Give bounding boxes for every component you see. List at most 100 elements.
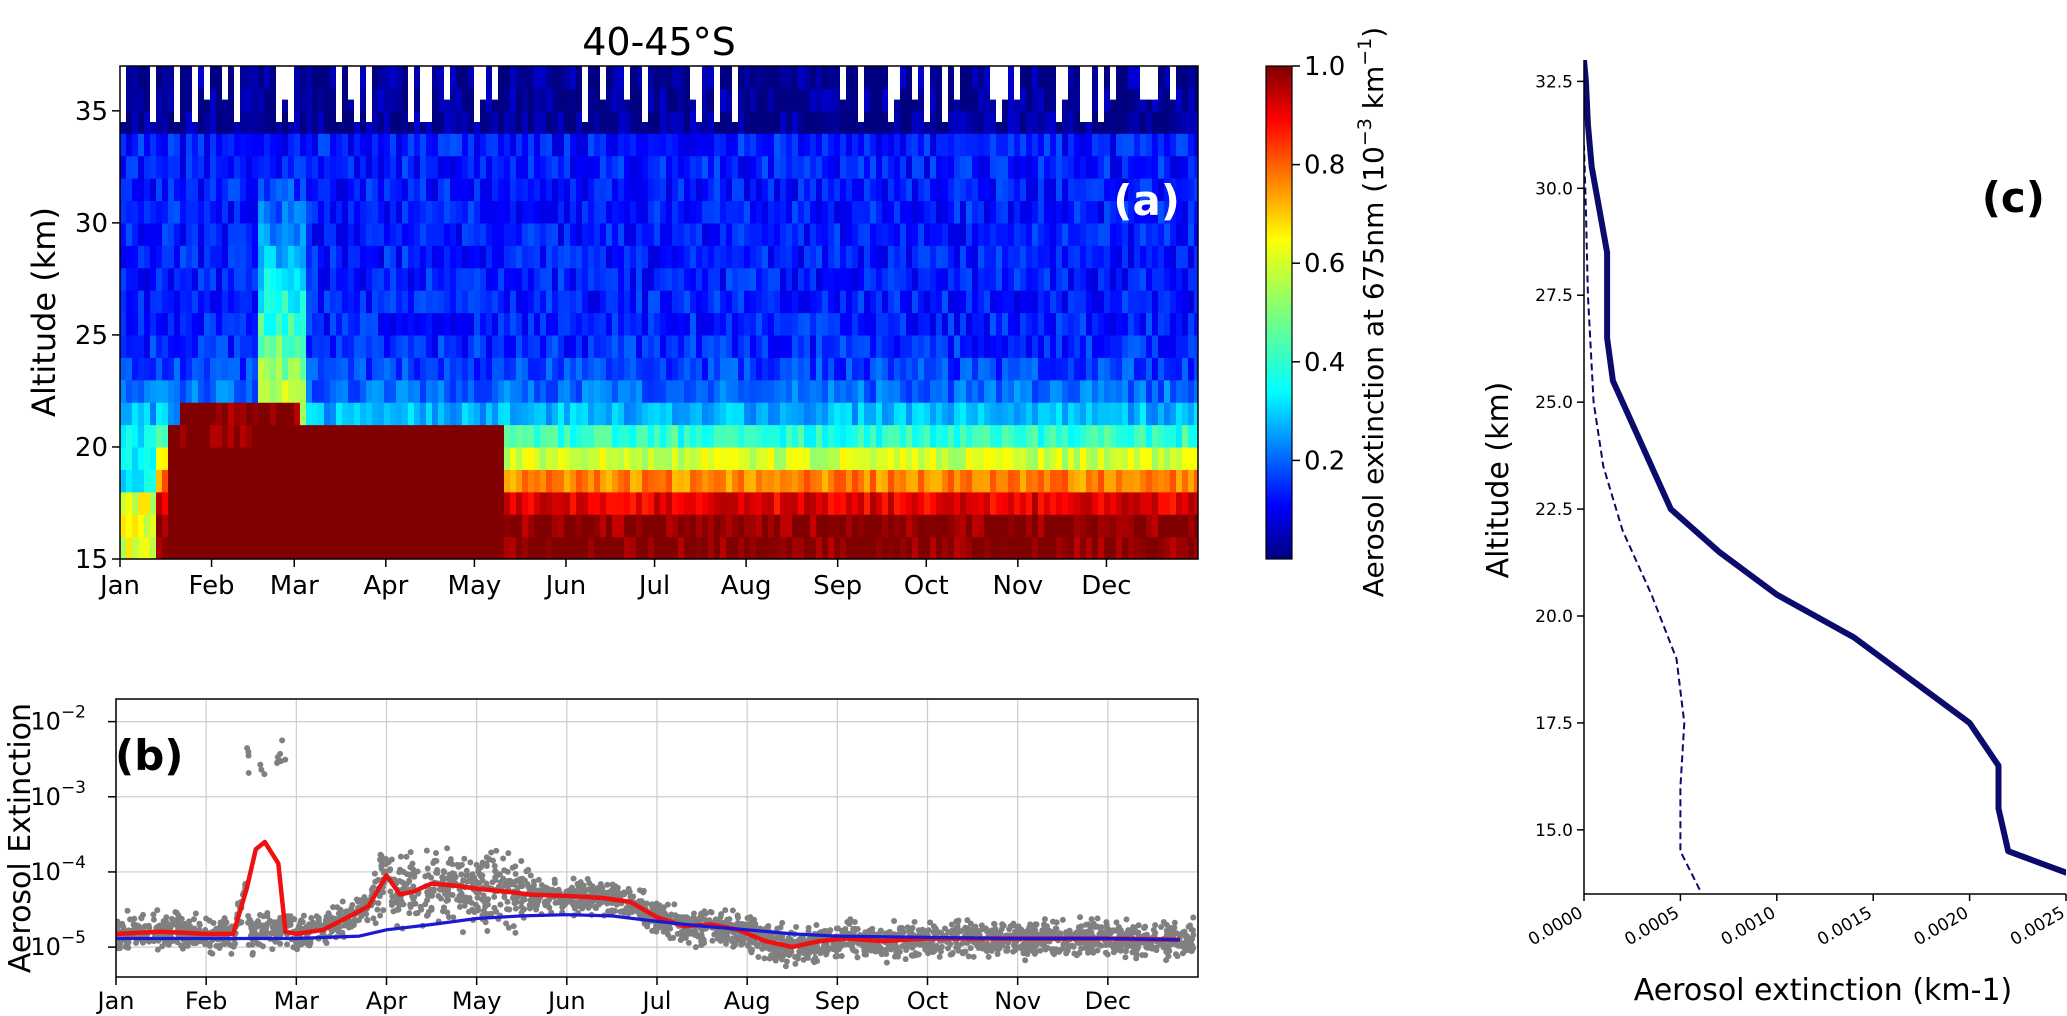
heatmap-cell	[408, 424, 415, 448]
heatmap-cell	[474, 290, 481, 314]
heatmap-cell	[804, 402, 811, 426]
heatmap-cell	[960, 245, 967, 269]
heatmap-cell	[924, 357, 931, 381]
heatmap-cell	[1020, 133, 1027, 157]
heatmap-cell	[1164, 446, 1171, 470]
heatmap-cell	[324, 357, 331, 381]
scatter-point	[1059, 916, 1066, 923]
heatmap-cell	[648, 536, 655, 559]
heatmap-cell	[510, 88, 517, 112]
heatmap-cell	[1128, 66, 1135, 90]
heatmap-cell	[936, 245, 943, 269]
heatmap-cell	[804, 290, 811, 314]
heatmap-cell	[342, 312, 349, 336]
heatmap-cell	[612, 424, 619, 448]
heatmap-cell	[384, 491, 391, 515]
heatmap-cell	[852, 290, 859, 314]
heatmap-cell	[528, 290, 535, 314]
heatmap-cell	[510, 267, 517, 291]
heatmap-cell	[912, 334, 919, 358]
heatmap-cell	[1002, 110, 1009, 134]
heatmap-cell	[654, 155, 661, 179]
heatmap-cell	[474, 402, 481, 426]
heatmap-cell	[588, 469, 595, 493]
no-data-gap	[1140, 66, 1146, 100]
heatmap-cell	[744, 379, 751, 403]
heatmap-cell	[546, 88, 553, 112]
heatmap-cell	[1188, 133, 1195, 157]
heatmap-cell	[498, 133, 505, 157]
scatter-point	[339, 898, 346, 905]
heatmap-cell	[162, 222, 169, 246]
heatmap-cell	[306, 469, 313, 493]
heatmap-cell	[258, 536, 265, 559]
heatmap-cell	[564, 178, 571, 202]
no-data-gap	[474, 66, 480, 123]
heatmap-cell	[1182, 446, 1189, 470]
heatmap-cell	[1050, 491, 1057, 515]
heatmap-cell	[270, 536, 277, 559]
heatmap-cell	[756, 379, 763, 403]
heatmap-cell	[1158, 178, 1165, 202]
heatmap-cell	[1032, 424, 1039, 448]
heatmap-cell	[300, 200, 307, 224]
heatmap-cell	[474, 491, 481, 515]
heatmap-cell	[972, 66, 979, 90]
heatmap-cell	[402, 200, 409, 224]
heatmap-cell	[1110, 155, 1117, 179]
heatmap-cell	[1044, 446, 1051, 470]
heatmap-cell	[552, 536, 559, 559]
heatmap-cell	[912, 402, 919, 426]
heatmap-cell	[1050, 267, 1057, 291]
heatmap-cell	[138, 66, 145, 90]
heatmap-cell	[1014, 446, 1021, 470]
heatmap-cell	[936, 402, 943, 426]
heatmap-cell	[696, 334, 703, 358]
heatmap-cell	[144, 245, 151, 269]
heatmap-cell	[366, 312, 373, 336]
heatmap-cell	[1008, 133, 1015, 157]
heatmap-cell	[1026, 200, 1033, 224]
heatmap-cell	[1008, 446, 1015, 470]
heatmap-cell	[672, 88, 679, 112]
heatmap-cell	[942, 514, 949, 538]
heatmap-cell	[384, 514, 391, 538]
heatmap-cell	[942, 290, 949, 314]
heatmap-cell	[372, 469, 379, 493]
heatmap-cell	[342, 66, 349, 90]
heatmap-cell	[1056, 267, 1063, 291]
heatmap-cell	[1092, 200, 1099, 224]
heatmap-cell	[1098, 222, 1105, 246]
heatmap-cell	[528, 155, 535, 179]
heatmap-cell	[630, 424, 637, 448]
heatmap-cell	[774, 514, 781, 538]
heatmap-cell	[1032, 514, 1039, 538]
heatmap-cell	[684, 424, 691, 448]
heatmap-cell	[342, 536, 349, 559]
heatmap-cell	[636, 110, 643, 134]
heatmap-cell	[1134, 66, 1141, 90]
heatmap-cell	[726, 514, 733, 538]
heatmap-cell	[198, 514, 205, 538]
heatmap-cell	[330, 200, 337, 224]
heatmap-cell	[306, 514, 313, 538]
heatmap-cell	[672, 334, 679, 358]
heatmap-cell	[612, 312, 619, 336]
heatmap-cell	[1134, 491, 1141, 515]
heatmap-cell	[480, 491, 487, 515]
heatmap-cell	[228, 290, 235, 314]
heatmap-cell	[1188, 469, 1195, 493]
heatmap-cell	[690, 133, 697, 157]
heatmap-cell	[990, 379, 997, 403]
heatmap-cell	[900, 155, 907, 179]
heatmap-cell	[378, 312, 385, 336]
heatmap-cell	[1038, 469, 1045, 493]
heatmap-cell	[264, 200, 271, 224]
heatmap-cell	[888, 133, 895, 157]
heatmap-cell	[876, 222, 883, 246]
heatmap-cell	[828, 402, 835, 426]
heatmap-cell	[438, 88, 445, 112]
heatmap-cell	[1164, 155, 1171, 179]
heatmap-cell	[150, 110, 157, 134]
heatmap-cell	[660, 245, 667, 269]
